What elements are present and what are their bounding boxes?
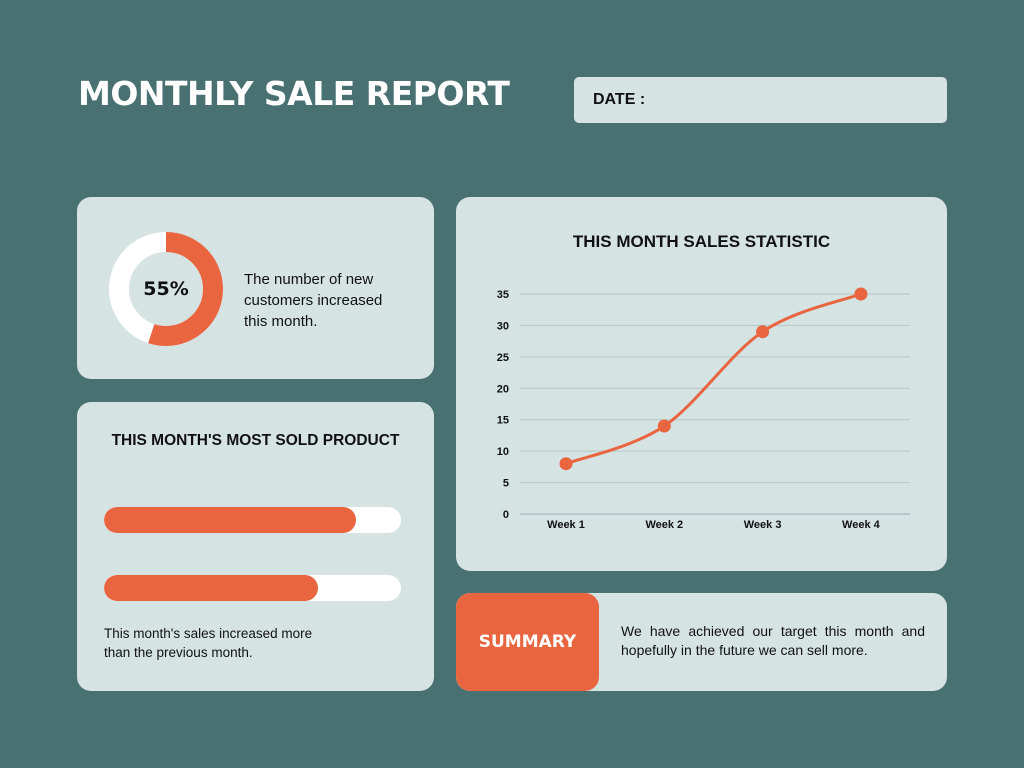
donut-progress <box>109 232 223 346</box>
y-tick-label-30: 30 <box>497 320 509 332</box>
customers-description: The number of new customers increased th… <box>244 271 383 330</box>
data-point-week-3 <box>756 325 770 339</box>
most-sold-product-card: THIS MONTH'S MOST SOLD PRODUCT This mont… <box>77 402 434 691</box>
summary-text: We have achieved our target this month a… <box>621 623 925 658</box>
product-description: This month's sales increased more than t… <box>104 626 313 660</box>
x-tick-label-4: Week 4 <box>842 519 881 531</box>
date-field[interactable]: DATE : <box>574 77 947 123</box>
product-title: THIS MONTH'S MOST SOLD PRODUCT <box>111 432 400 449</box>
y-tick-label-10: 10 <box>497 446 509 458</box>
y-tick-label-15: 15 <box>497 415 509 427</box>
chart-title: THIS MONTH SALES STATISTIC <box>572 232 831 251</box>
data-point-week-2 <box>657 419 671 433</box>
sales-statistic-card: THIS MONTH SALES STATISTIC 0 5 10 15 20 25 30 3… <box>456 197 947 571</box>
data-point-week-1 <box>559 457 573 471</box>
x-tick-label-3: Week 3 <box>744 519 782 531</box>
series-line-1 <box>565 292 862 466</box>
new-customers-card: 55% The number of new customers increase… <box>77 197 434 379</box>
y-tick-label-5: 5 <box>503 478 509 490</box>
customers-donut-chart <box>109 232 223 346</box>
y-tick-label-0: 0 <box>503 509 509 521</box>
sales-line-chart: 0 5 10 15 20 25 30 35 Week 1 Week 2 Week 3 Week 4 <box>497 287 910 531</box>
customers-percent: 55% <box>143 278 189 300</box>
x-tick-label-1: Week 1 <box>547 519 585 531</box>
y-tick-label-35: 35 <box>497 289 509 301</box>
product-progress-bar-2 <box>104 575 401 601</box>
summary-card: SUMMARY We have achieved our target this… <box>456 593 947 691</box>
x-tick-label-2: Week 2 <box>645 519 683 531</box>
data-point-week-4 <box>854 287 868 301</box>
date-label: DATE : <box>593 91 646 108</box>
product-progress-fill-2 <box>104 575 318 601</box>
y-tick-label-25: 25 <box>497 352 509 364</box>
product-progress-bar-1 <box>104 507 401 533</box>
summary-badge: SUMMARY <box>456 593 599 691</box>
product-progress-fill-1 <box>104 507 357 533</box>
y-tick-label-20: 20 <box>497 383 509 395</box>
report-title: MONTHLY SALE REPORT <box>78 74 510 113</box>
